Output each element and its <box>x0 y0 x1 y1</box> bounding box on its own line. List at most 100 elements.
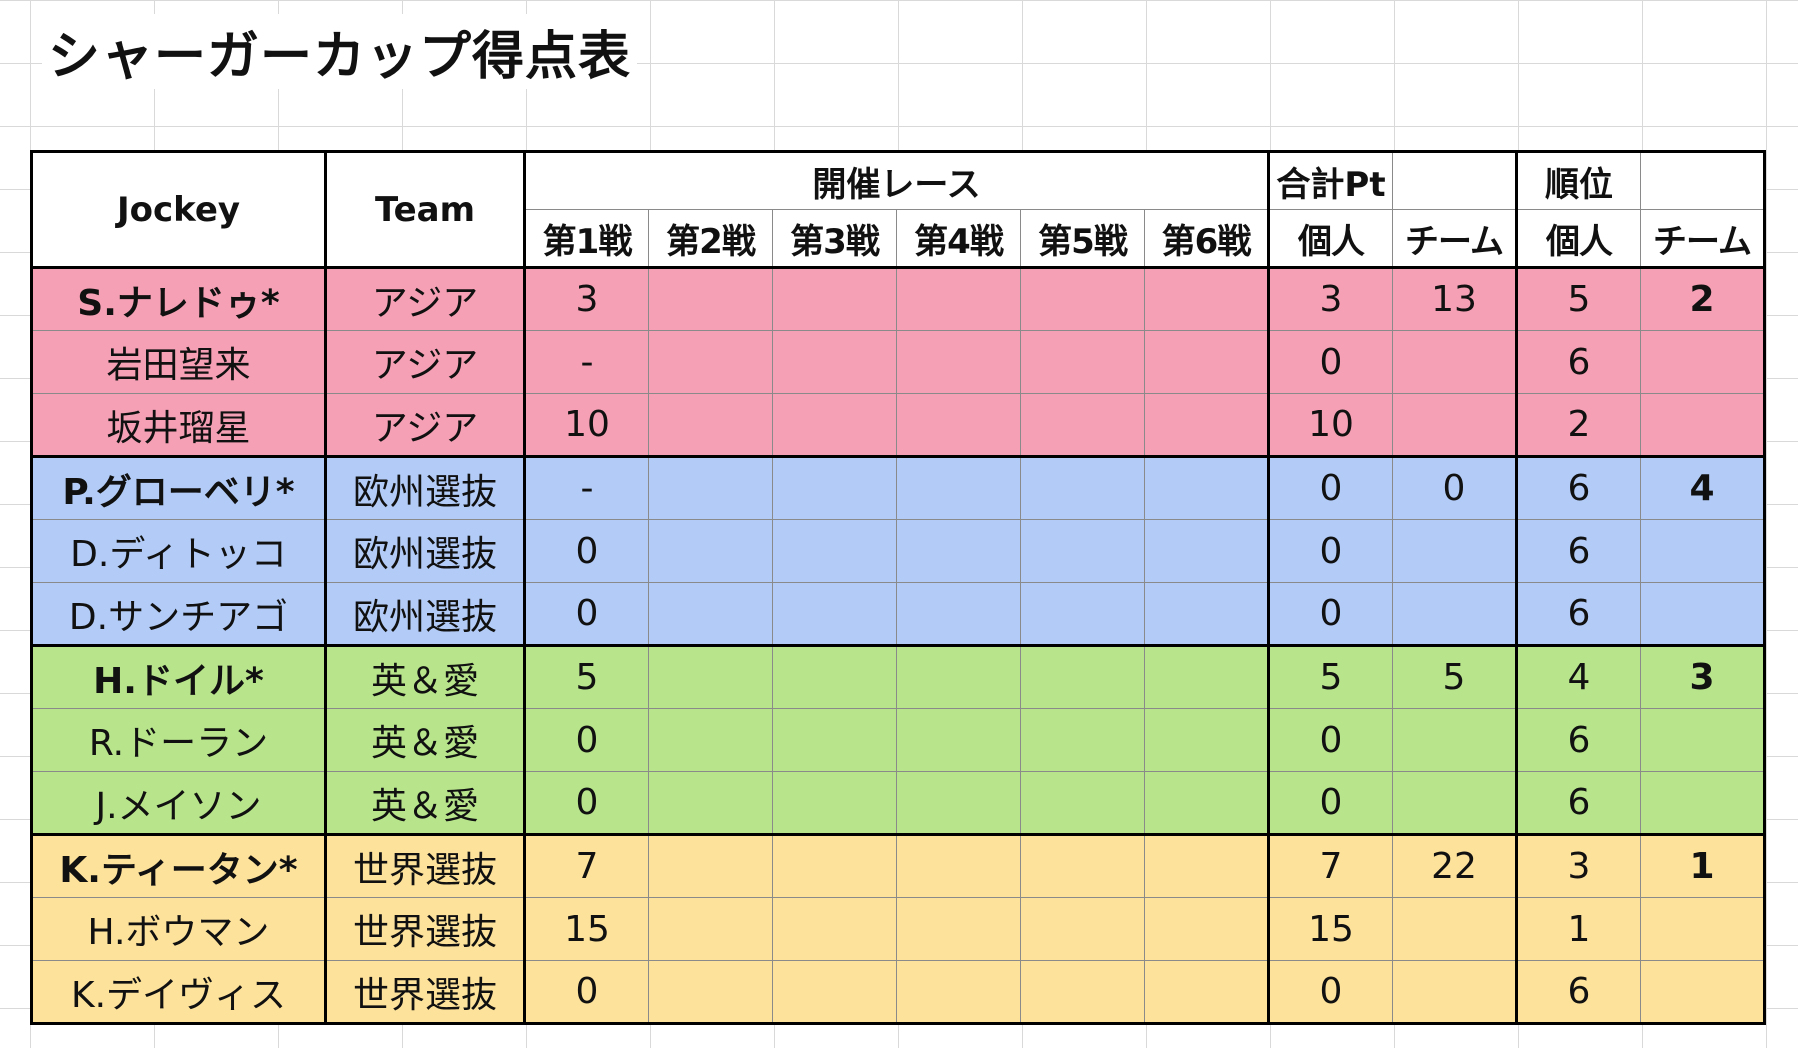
rank-team-cell: 2 <box>1640 267 1765 331</box>
race-5-cell <box>1020 897 1145 961</box>
race-2-cell <box>648 455 773 520</box>
rank-individual-cell: 6 <box>1516 771 1641 835</box>
race-4-cell <box>896 833 1021 898</box>
jockey-cell: K.デイヴィス <box>31 960 327 1024</box>
team-cell: 欧州選抜 <box>325 455 526 520</box>
race-5-cell <box>1020 393 1145 457</box>
header-total: 合計Pt <box>1268 151 1393 210</box>
race-4-cell <box>896 644 1021 709</box>
total-individual-cell: 0 <box>1268 708 1393 772</box>
header-race-2: 第2戦 <box>648 209 773 269</box>
jockey-cell: H.ボウマン <box>31 897 327 961</box>
header-race-6: 第6戦 <box>1144 209 1270 269</box>
race-3-cell <box>772 330 897 394</box>
race-5-cell <box>1020 519 1145 583</box>
total-individual-cell: 3 <box>1268 267 1393 331</box>
header-rank-individual: 個人 <box>1516 209 1641 269</box>
total-individual-cell: 0 <box>1268 519 1393 583</box>
team-cell: 英＆愛 <box>325 771 526 835</box>
race-4-cell <box>896 455 1021 520</box>
rank-team-cell <box>1640 330 1765 394</box>
race-5-cell <box>1020 960 1145 1024</box>
race-6-cell <box>1144 708 1270 772</box>
header-races: 開催レース <box>524 151 1270 210</box>
table-row: K.デイヴィス 世界選抜 0 0 6 <box>31 960 1765 1024</box>
rank-individual-cell: 6 <box>1516 330 1641 394</box>
race-5-cell <box>1020 771 1145 835</box>
header-race-1: 第1戦 <box>524 209 649 269</box>
race-6-cell <box>1144 833 1270 898</box>
race-6-cell <box>1144 267 1270 331</box>
jockey-cell: H.ドイル* <box>31 644 327 709</box>
total-team-cell <box>1392 582 1518 646</box>
total-team-cell <box>1392 771 1518 835</box>
race-1-cell: 0 <box>524 771 649 835</box>
table-row: H.ボウマン 世界選抜 15 15 1 <box>31 897 1765 961</box>
rank-individual-cell: 6 <box>1516 455 1641 520</box>
race-4-cell <box>896 897 1021 961</box>
table-row: J.メイソン 英＆愛 0 0 6 <box>31 771 1765 835</box>
rank-team-cell <box>1640 582 1765 646</box>
total-team-cell <box>1392 960 1518 1024</box>
race-1-cell: 0 <box>524 582 649 646</box>
table-row: P.グローベリ* 欧州選抜 -0 0 6 4 <box>31 455 1765 520</box>
race-2-cell <box>648 582 773 646</box>
total-individual-cell: 0 <box>1268 582 1393 646</box>
score-table-body: S.ナレドゥ* アジア 3 3 13 5 2 岩田望来 アジア -0 6 坂井瑠星 アジア 10 10 2 P.… <box>31 267 1765 1024</box>
race-5-cell <box>1020 582 1145 646</box>
race-4-cell <box>896 519 1021 583</box>
race-6-cell <box>1144 897 1270 961</box>
header-race-3: 第3戦 <box>772 209 897 269</box>
jockey-cell: D.ディトッコ <box>31 519 327 583</box>
jockey-cell: 岩田望来 <box>31 330 327 394</box>
jockey-cell: 坂井瑠星 <box>31 393 327 457</box>
race-4-cell <box>896 708 1021 772</box>
total-team-cell <box>1392 708 1518 772</box>
total-individual-cell: 7 <box>1268 833 1393 898</box>
total-team-cell: 0 <box>1392 455 1518 520</box>
race-3-cell <box>772 771 897 835</box>
race-3-cell <box>772 393 897 457</box>
rank-team-cell <box>1640 393 1765 457</box>
race-4-cell <box>896 960 1021 1024</box>
race-2-cell <box>648 833 773 898</box>
jockey-cell: D.サンチアゴ <box>31 582 327 646</box>
rank-team-cell: 4 <box>1640 455 1765 520</box>
table-row: D.ディトッコ 欧州選抜 0 0 6 <box>31 519 1765 583</box>
race-3-cell <box>772 960 897 1024</box>
total-team-cell <box>1392 519 1518 583</box>
total-team-cell: 13 <box>1392 267 1518 331</box>
race-2-cell <box>648 330 773 394</box>
race-3-cell <box>772 644 897 709</box>
race-5-cell <box>1020 330 1145 394</box>
total-individual-cell: 15 <box>1268 897 1393 961</box>
race-2-cell <box>648 519 773 583</box>
rank-individual-cell: 4 <box>1516 644 1641 709</box>
team-cell: 世界選抜 <box>325 897 526 961</box>
race-2-cell <box>648 708 773 772</box>
race-3-cell <box>772 267 897 331</box>
header-total-spacer <box>1392 151 1518 210</box>
rank-team-cell <box>1640 519 1765 583</box>
table-row: R.ドーラン 英＆愛 0 0 6 <box>31 708 1765 772</box>
rank-individual-cell: 6 <box>1516 960 1641 1024</box>
race-6-cell <box>1144 330 1270 394</box>
race-6-cell <box>1144 582 1270 646</box>
race-3-cell <box>772 519 897 583</box>
race-2-cell <box>648 644 773 709</box>
race-4-cell <box>896 393 1021 457</box>
total-individual-cell: 10 <box>1268 393 1393 457</box>
race-5-cell <box>1020 708 1145 772</box>
race-1-cell: 15 <box>524 897 649 961</box>
team-cell: アジア <box>325 330 526 394</box>
table-row: D.サンチアゴ 欧州選抜 0 0 6 <box>31 582 1765 646</box>
team-cell: 欧州選抜 <box>325 519 526 583</box>
race-6-cell <box>1144 393 1270 457</box>
total-individual-cell: 0 <box>1268 455 1393 520</box>
rank-team-cell: 1 <box>1640 833 1765 898</box>
race-1-cell: 7 <box>524 833 649 898</box>
jockey-cell: J.メイソン <box>31 771 327 835</box>
race-5-cell <box>1020 455 1145 520</box>
table-row: S.ナレドゥ* アジア 3 3 13 5 2 <box>31 267 1765 331</box>
race-2-cell <box>648 393 773 457</box>
